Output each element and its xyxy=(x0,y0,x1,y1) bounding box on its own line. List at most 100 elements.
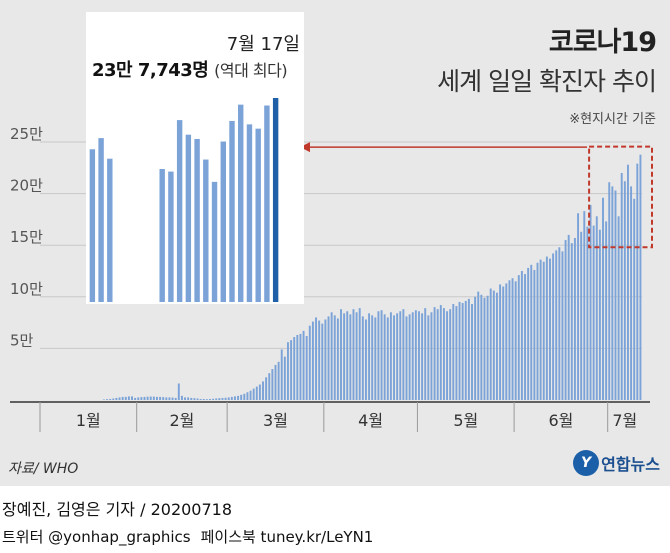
bar xyxy=(377,311,380,400)
bar xyxy=(439,305,442,400)
bar xyxy=(393,315,395,400)
bar xyxy=(374,317,377,400)
y-tick-label: 20만 xyxy=(10,177,43,195)
bar xyxy=(368,313,371,400)
bar xyxy=(221,397,224,400)
bar xyxy=(230,396,233,400)
inset-bar xyxy=(264,105,270,302)
bar xyxy=(414,310,417,400)
inset-bar xyxy=(168,171,174,302)
y-tick-label: 25만 xyxy=(10,125,43,143)
bar xyxy=(140,397,143,400)
bar xyxy=(424,308,427,400)
bar xyxy=(137,397,140,400)
bar xyxy=(499,284,502,400)
bar xyxy=(180,395,183,400)
y-tick-label: 10만 xyxy=(10,280,43,298)
bar xyxy=(243,393,246,400)
bar xyxy=(527,267,530,400)
bar xyxy=(577,213,580,400)
bar xyxy=(124,396,127,400)
month-label: 7월 xyxy=(612,411,637,430)
bar xyxy=(227,397,230,400)
bar xyxy=(196,398,199,400)
callout-arrowhead xyxy=(300,142,310,153)
bar xyxy=(464,300,467,400)
y-tick-label: 5만 xyxy=(10,331,34,349)
bar xyxy=(308,325,311,400)
bar xyxy=(617,216,620,400)
bar xyxy=(296,334,299,400)
bar xyxy=(112,398,115,400)
bar xyxy=(215,398,218,400)
inset-bar xyxy=(203,159,209,302)
bar xyxy=(611,186,614,400)
bar xyxy=(595,216,598,400)
bar xyxy=(452,304,455,400)
bar xyxy=(455,306,458,400)
bar xyxy=(489,288,492,400)
yonhap-logo-icon: Y xyxy=(573,450,600,476)
bar xyxy=(249,390,252,400)
bar xyxy=(274,364,277,400)
bar xyxy=(492,290,495,400)
bar xyxy=(134,397,137,400)
bar xyxy=(505,283,508,400)
chart-note: ※현지시간 기준 xyxy=(569,112,656,127)
bar xyxy=(315,317,318,400)
bar xyxy=(502,286,505,400)
bar xyxy=(549,258,551,400)
bar xyxy=(283,356,286,400)
bar xyxy=(405,316,408,400)
bar xyxy=(399,311,402,400)
bar xyxy=(583,211,586,400)
bar xyxy=(265,377,268,400)
bar xyxy=(561,251,564,400)
bar xyxy=(458,301,461,400)
callout-qualifier: (역대 최다) xyxy=(214,61,288,80)
month-label: 1월 xyxy=(76,411,101,430)
inset-bar xyxy=(246,124,253,302)
social-credits: 트위터 @yonhap_graphics 페이스북 tuney.kr/LeYN1 xyxy=(2,526,373,547)
bar xyxy=(346,311,349,400)
bar xyxy=(118,397,121,400)
inset-bar xyxy=(220,141,226,302)
bar xyxy=(343,313,346,400)
bar xyxy=(380,310,383,400)
bar xyxy=(386,317,389,400)
bar xyxy=(302,330,305,400)
bar xyxy=(224,397,227,400)
bar xyxy=(552,253,555,400)
bar xyxy=(318,320,321,400)
bar xyxy=(252,388,255,400)
twitter-handle[interactable]: 트위터 @yonhap_graphics xyxy=(2,528,191,546)
bar xyxy=(299,333,302,400)
byline: 장예진, 김영은 기자 / 20200718 xyxy=(2,500,233,519)
chart-subtitle: 세계 일일 확진자 추이 xyxy=(437,67,657,96)
highlight-box xyxy=(588,145,653,249)
bar xyxy=(520,271,523,400)
yonhap-logo: Y 연합뉴스 xyxy=(573,450,660,476)
bar xyxy=(630,186,633,400)
bar xyxy=(218,398,221,400)
bar xyxy=(570,243,573,400)
bar xyxy=(115,397,118,400)
bar xyxy=(421,313,424,400)
inset-bar xyxy=(98,138,104,302)
bar xyxy=(430,312,433,400)
bar xyxy=(212,398,215,400)
bar xyxy=(156,396,158,400)
bar xyxy=(389,312,392,400)
yonhap-logo-text: 연합뉴스 xyxy=(601,455,660,474)
bar xyxy=(121,396,124,400)
bar xyxy=(530,264,533,400)
bar xyxy=(402,309,405,400)
facebook-link[interactable]: 페이스북 tuney.kr/LeYN1 xyxy=(200,528,374,546)
bar xyxy=(237,395,240,400)
bar xyxy=(109,398,112,400)
inset-bar xyxy=(185,134,192,302)
inset-bar xyxy=(107,158,113,302)
bar xyxy=(564,240,567,400)
bar xyxy=(364,319,367,400)
month-label: 6월 xyxy=(548,411,573,430)
